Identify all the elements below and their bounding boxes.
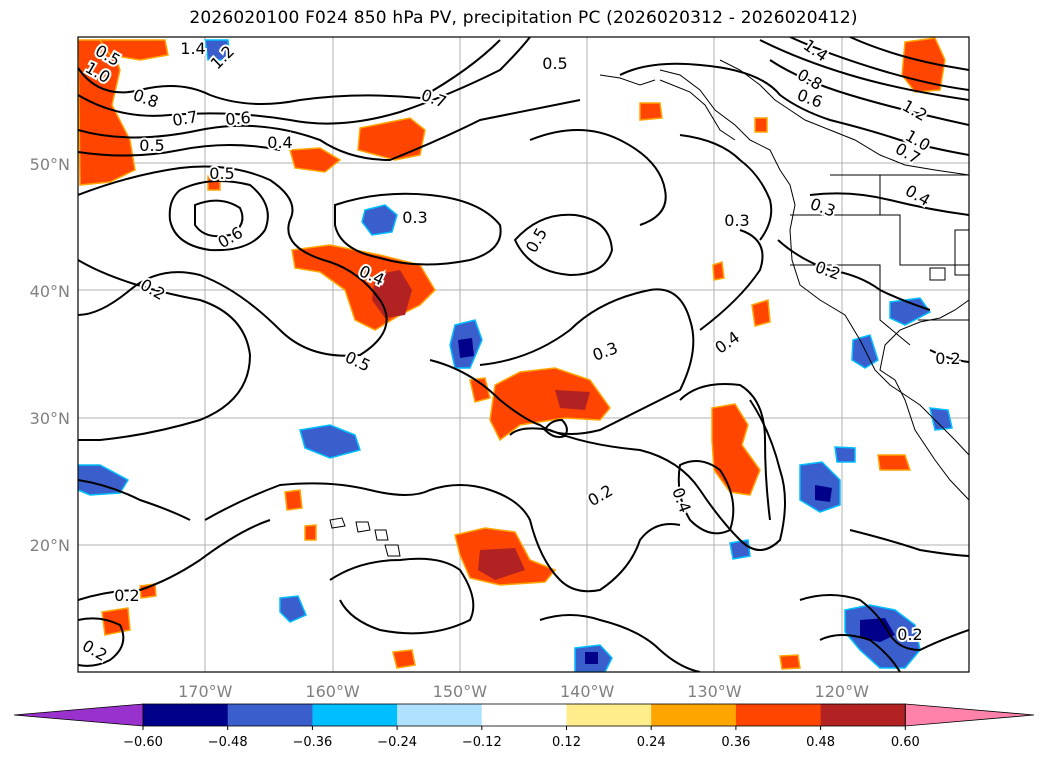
coastlines <box>329 59 969 557</box>
colorbar-tick-label: 0.24 <box>637 735 666 750</box>
colorbar-tick-label: 0.48 <box>806 735 835 750</box>
pv-contours <box>78 37 969 672</box>
colorbar-outline <box>142 703 906 727</box>
colorbar-tick-label: 0.60 <box>891 735 920 750</box>
longitude-label: 150°W <box>433 682 488 701</box>
contour-label: 0.6 <box>225 108 252 129</box>
longitude-label: 170°W <box>178 682 233 701</box>
contour-label: 0.5 <box>209 164 234 183</box>
map-frame <box>77 36 970 673</box>
longitude-label: 120°W <box>815 682 870 701</box>
contour-label: 0.2 <box>114 586 139 605</box>
contour-label: 0.3 <box>724 211 749 230</box>
colorbar-segment <box>820 704 906 726</box>
colorbar-tick-label: 0.36 <box>721 735 750 750</box>
longitude-label: 130°W <box>687 682 742 701</box>
contour-label: 0.3 <box>402 208 427 227</box>
contour-label: 0.2 <box>897 625 922 644</box>
colorbar: −0.60 −0.48 −0.36 −0.24 −0.12 0.12 0.24 0.36 0.4… <box>13 703 1035 750</box>
precip-positive-areas <box>78 37 946 670</box>
colorbar-tick-label: −0.36 <box>292 735 332 750</box>
longitude-label: 140°W <box>560 682 615 701</box>
colorbar-segment <box>566 704 652 726</box>
latitude-label: 50°N <box>30 155 70 174</box>
latitude-label: 20°N <box>30 536 70 555</box>
colorbar-tick-label: 0.12 <box>552 735 581 750</box>
latitude-labels: 50°N 40°N 30°N 20°N <box>30 155 70 555</box>
colorbar-segment <box>143 704 229 726</box>
colorbar-segment <box>312 704 398 726</box>
contour-label: 0.2 <box>935 349 960 368</box>
plot-title: 2026020100 F024 850 hPa PV, precipitatio… <box>189 8 858 28</box>
colorbar-tick-label: −0.24 <box>377 735 417 750</box>
latitude-label: 30°N <box>30 409 70 428</box>
longitude-labels: 170°W 160°W 150°W 140°W 130°W 120°W <box>178 682 869 701</box>
map-panel: 1.4 1.21.00.80.7 0.60.5 0.40.50.60.20.30.40… <box>78 37 969 672</box>
colorbar-extend-min <box>13 703 144 727</box>
colorbar-extend-max <box>904 703 1035 727</box>
colorbar-segment <box>651 704 737 726</box>
colorbar-tick-label: −0.60 <box>123 735 163 750</box>
colorbar-segment <box>227 704 313 726</box>
contour-label: 0.5 <box>139 136 164 155</box>
colorbar-tick-label: −0.48 <box>208 735 248 750</box>
latitude-label: 40°N <box>30 282 70 301</box>
contour-label: 0.4 <box>267 133 292 152</box>
colorbar-segment <box>397 704 483 726</box>
colorbar-segment <box>735 704 822 726</box>
contour-label: 1.4 <box>180 39 205 58</box>
longitude-label: 160°W <box>305 682 360 701</box>
contour-label: 0.5 <box>542 54 567 73</box>
colorbar-segment <box>481 704 567 726</box>
colorbar-tick-label: −0.12 <box>462 735 502 750</box>
precip-negative-areas <box>78 39 953 672</box>
